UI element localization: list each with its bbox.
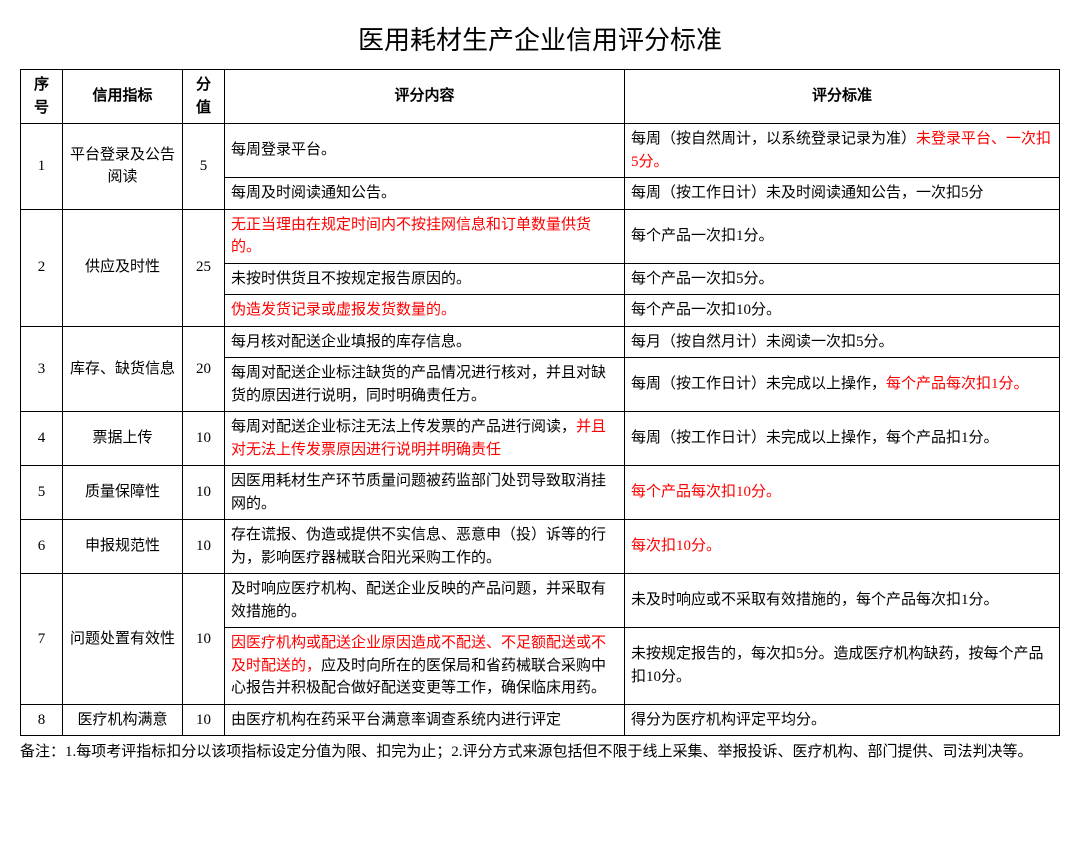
cell-score: 10 xyxy=(183,412,225,466)
text-segment: 因医用耗材生产环节质量问题被药监部门处罚导致取消挂网的。 xyxy=(231,473,606,512)
cell-seq: 5 xyxy=(21,466,63,520)
cell-score: 10 xyxy=(183,520,225,574)
cell-standard: 未及时响应或不采取有效措施的，每个产品每次扣1分。 xyxy=(625,574,1060,628)
cell-seq: 4 xyxy=(21,412,63,466)
cell-score: 10 xyxy=(183,704,225,736)
cell-standard: 每周（按工作日计）未及时阅读通知公告，一次扣5分 xyxy=(625,178,1060,210)
page-title: 医用耗材生产企业信用评分标准 xyxy=(20,20,1060,57)
header-seq: 序号 xyxy=(21,70,63,124)
cell-content: 每周登录平台。 xyxy=(225,124,625,178)
text-segment: 每月（按自然月计）未阅读一次扣5分。 xyxy=(631,334,894,350)
text-segment: 每周（按工作日计）未完成以上操作，每个产品扣1分。 xyxy=(631,430,999,446)
cell-indicator: 申报规范性 xyxy=(63,520,183,574)
text-segment: 未按规定报告的，每次扣5分。造成医疗机构缺药，按每个产品扣10分。 xyxy=(631,646,1044,685)
text-segment: 每周登录平台。 xyxy=(231,142,336,158)
header-score: 分值 xyxy=(183,70,225,124)
cell-score: 20 xyxy=(183,326,225,412)
footnote: 备注：1.每项考评指标扣分以该项指标设定分值为限、扣完为止；2.评分方式来源包括… xyxy=(20,740,1060,764)
text-segment: 由医疗机构在药采平台满意率调查系统内进行评定 xyxy=(231,712,561,728)
cell-content: 每周对配送企业标注缺货的产品情况进行核对，并且对缺货的原因进行说明，同时明确责任… xyxy=(225,358,625,412)
text-segment: 及时响应医疗机构、配送企业反映的产品问题，并采取有效措施的。 xyxy=(231,581,606,620)
text-segment: 每周（按工作日计）未及时阅读通知公告，一次扣5分 xyxy=(631,185,984,201)
text-segment: 每次扣10分。 xyxy=(631,538,721,554)
cell-seq: 6 xyxy=(21,520,63,574)
cell-content: 未按时供货且不按规定报告原因的。 xyxy=(225,263,625,295)
cell-standard: 每个产品每次扣10分。 xyxy=(625,466,1060,520)
cell-score: 10 xyxy=(183,466,225,520)
cell-standard: 每个产品一次扣10分。 xyxy=(625,295,1060,327)
text-segment: 每周及时阅读通知公告。 xyxy=(231,185,396,201)
text-segment: 伪造发货记录或虚报发货数量的。 xyxy=(231,302,456,318)
cell-standard: 每周（按工作日计）未完成以上操作，每个产品扣1分。 xyxy=(625,412,1060,466)
cell-standard: 每周（按自然周计，以系统登录记录为准）未登录平台、一次扣5分。 xyxy=(625,124,1060,178)
cell-content: 伪造发货记录或虚报发货数量的。 xyxy=(225,295,625,327)
table-row: 1平台登录及公告 阅读5每周登录平台。每周（按自然周计，以系统登录记录为准）未登… xyxy=(21,124,1060,178)
text-segment: 每周（按自然周计，以系统登录记录为准） xyxy=(631,131,916,147)
cell-score: 10 xyxy=(183,574,225,705)
cell-content: 及时响应医疗机构、配送企业反映的产品问题，并采取有效措施的。 xyxy=(225,574,625,628)
table-row: 6申报规范性10存在谎报、伪造或提供不实信息、恶意申（投）诉等的行为，影响医疗器… xyxy=(21,520,1060,574)
cell-indicator: 医疗机构满意 xyxy=(63,704,183,736)
text-segment: 未按时供货且不按规定报告原因的。 xyxy=(231,271,471,287)
text-segment: 每个产品每次扣10分。 xyxy=(631,484,781,500)
cell-content: 每月核对配送企业填报的库存信息。 xyxy=(225,326,625,358)
cell-indicator: 质量保障性 xyxy=(63,466,183,520)
cell-indicator: 票据上传 xyxy=(63,412,183,466)
text-segment: 每周对配送企业标注缺货的产品情况进行核对，并且对缺货的原因进行说明，同时明确责任… xyxy=(231,365,606,404)
scoring-table: 序号 信用指标 分值 评分内容 评分标准 1平台登录及公告 阅读5每周登录平台。… xyxy=(20,69,1060,736)
cell-content: 无正当理由在规定时间内不按挂网信息和订单数量供货的。 xyxy=(225,209,625,263)
cell-content: 由医疗机构在药采平台满意率调查系统内进行评定 xyxy=(225,704,625,736)
cell-standard: 每次扣10分。 xyxy=(625,520,1060,574)
table-row: 5质量保障性10因医用耗材生产环节质量问题被药监部门处罚导致取消挂网的。 每个产品… xyxy=(21,466,1060,520)
text-segment: 存在谎报、伪造或提供不实信息、恶意申（投）诉等的行为，影响医疗器械联合阳光采购工… xyxy=(231,527,606,566)
table-row: 8医疗机构满意10 由医疗机构在药采平台满意率调查系统内进行评定 得分为医疗机构评定… xyxy=(21,704,1060,736)
cell-seq: 3 xyxy=(21,326,63,412)
table-row: 2供应及时性25无正当理由在规定时间内不按挂网信息和订单数量供货的。每个产品一次… xyxy=(21,209,1060,263)
cell-seq: 2 xyxy=(21,209,63,326)
cell-standard: 每周（按工作日计）未完成以上操作，每个产品每次扣1分。 xyxy=(625,358,1060,412)
text-segment: 每月核对配送企业填报的库存信息。 xyxy=(231,334,471,350)
table-header-row: 序号 信用指标 分值 评分内容 评分标准 xyxy=(21,70,1060,124)
text-segment: 未及时响应或不采取有效措施的，每个产品每次扣1分。 xyxy=(631,592,999,608)
text-segment: 每个产品一次扣10分。 xyxy=(631,302,781,318)
cell-score: 5 xyxy=(183,124,225,210)
cell-seq: 7 xyxy=(21,574,63,705)
text-segment: 无正当理由在规定时间内不按挂网信息和订单数量供货的。 xyxy=(231,217,591,256)
header-indicator: 信用指标 xyxy=(63,70,183,124)
text-segment: 每周对配送企业标注无法上传发票的产品进行阅读， xyxy=(231,419,576,435)
cell-indicator: 平台登录及公告 阅读 xyxy=(63,124,183,210)
text-segment: 每周（按工作日计）未完成以上操作， xyxy=(631,376,886,392)
cell-indicator: 供应及时性 xyxy=(63,209,183,326)
cell-standard: 每个产品一次扣1分。 xyxy=(625,209,1060,263)
header-content: 评分内容 xyxy=(225,70,625,124)
text-segment: 每个产品每次扣1分。 xyxy=(886,376,1029,392)
text-segment: 得分为医疗机构评定平均分。 xyxy=(631,712,826,728)
cell-standard: 每个产品一次扣5分。 xyxy=(625,263,1060,295)
cell-standard: 得分为医疗机构评定平均分。 xyxy=(625,704,1060,736)
cell-indicator: 库存、缺货信息 xyxy=(63,326,183,412)
cell-indicator: 问题处置有效性 xyxy=(63,574,183,705)
cell-content: 每周及时阅读通知公告。 xyxy=(225,178,625,210)
cell-content: 因医用耗材生产环节质量问题被药监部门处罚导致取消挂网的。 xyxy=(225,466,625,520)
text-segment: 每个产品一次扣5分。 xyxy=(631,271,774,287)
table-row: 7问题处置有效性10及时响应医疗机构、配送企业反映的产品问题，并采取有效措施的。… xyxy=(21,574,1060,628)
cell-seq: 1 xyxy=(21,124,63,210)
table-row: 3库存、缺货信息20每月核对配送企业填报的库存信息。每月（按自然月计）未阅读一次… xyxy=(21,326,1060,358)
cell-content: 每周对配送企业标注无法上传发票的产品进行阅读，并且对无法上传发票原因进行说明并明… xyxy=(225,412,625,466)
cell-standard: 每月（按自然月计）未阅读一次扣5分。 xyxy=(625,326,1060,358)
cell-standard: 未按规定报告的，每次扣5分。造成医疗机构缺药，按每个产品扣10分。 xyxy=(625,628,1060,705)
table-row: 4票据上传10每周对配送企业标注无法上传发票的产品进行阅读，并且对无法上传发票原… xyxy=(21,412,1060,466)
cell-content: 因医疗机构或配送企业原因造成不配送、不足额配送或不及时配送的，应及时向所在的医保… xyxy=(225,628,625,705)
header-standard: 评分标准 xyxy=(625,70,1060,124)
cell-content: 存在谎报、伪造或提供不实信息、恶意申（投）诉等的行为，影响医疗器械联合阳光采购工… xyxy=(225,520,625,574)
cell-score: 25 xyxy=(183,209,225,326)
cell-seq: 8 xyxy=(21,704,63,736)
text-segment: 每个产品一次扣1分。 xyxy=(631,228,774,244)
